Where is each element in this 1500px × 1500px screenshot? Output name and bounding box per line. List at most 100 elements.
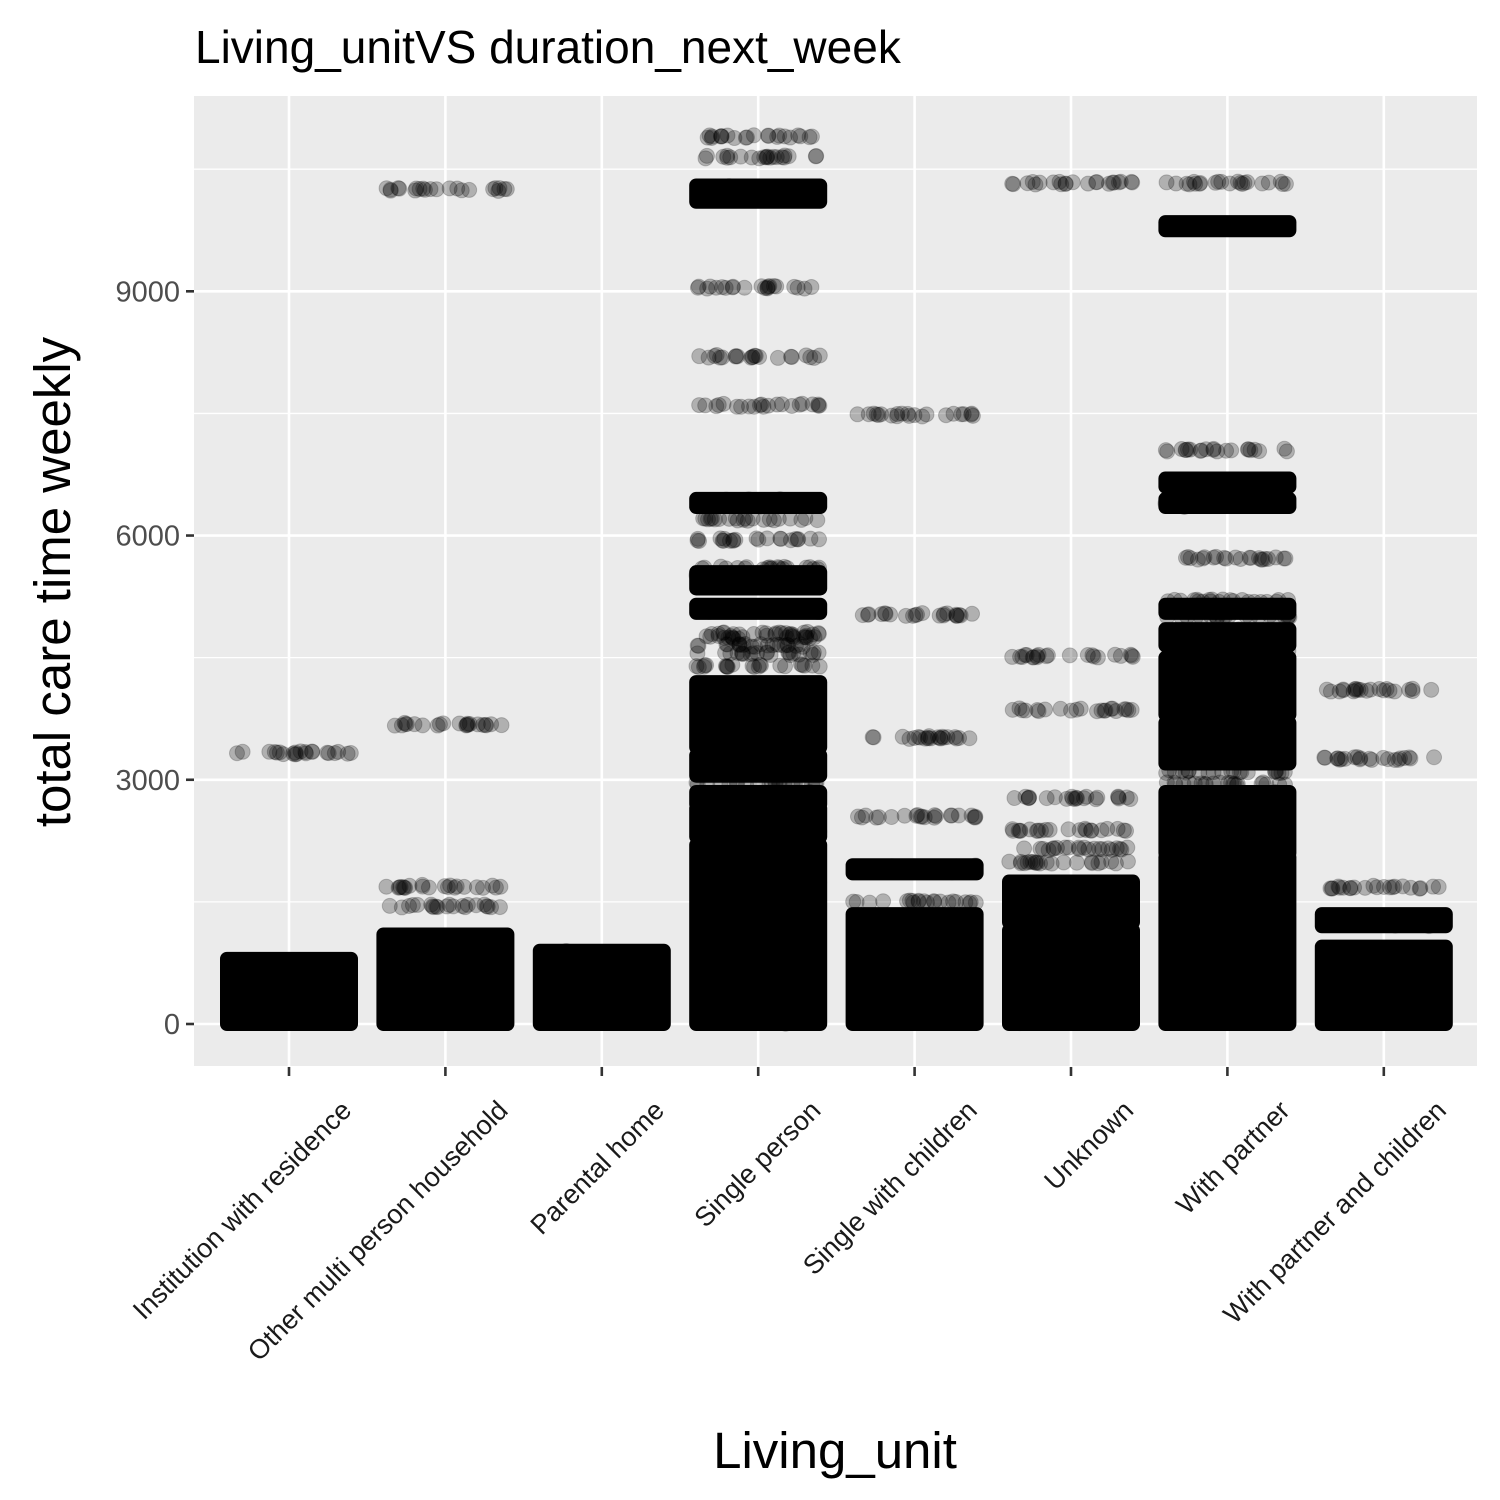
data-point	[1067, 791, 1084, 808]
data-point	[1234, 879, 1251, 896]
data-point	[268, 997, 285, 1014]
data-point	[784, 1006, 801, 1023]
data-point	[1205, 764, 1222, 781]
data-point	[714, 279, 731, 296]
data-point	[1316, 749, 1333, 766]
data-point	[715, 624, 732, 641]
data-point	[1004, 701, 1021, 718]
data-point	[1337, 969, 1354, 986]
data-point	[1261, 803, 1278, 820]
data-point	[562, 963, 579, 980]
data-point	[1273, 764, 1290, 781]
data-point	[769, 349, 786, 366]
data-point	[396, 714, 413, 731]
data-point	[1175, 776, 1192, 793]
data-point	[882, 606, 899, 623]
data-point	[1232, 471, 1249, 488]
data-point	[381, 897, 398, 914]
series-4	[845, 405, 984, 1031]
data-point	[1352, 750, 1369, 767]
data-point	[730, 630, 747, 647]
data-point	[1157, 495, 1174, 512]
data-point	[1010, 946, 1027, 963]
data-point	[764, 637, 781, 654]
data-point	[414, 878, 431, 895]
data-point	[492, 878, 509, 895]
data-point	[810, 397, 827, 414]
data-point	[776, 637, 793, 654]
data-point	[892, 984, 909, 1001]
data-point	[1246, 441, 1263, 458]
data-point	[718, 491, 735, 508]
data-point	[896, 807, 913, 824]
data-point	[425, 899, 442, 916]
data-point	[1024, 881, 1041, 898]
data-point	[1014, 892, 1031, 909]
data-point	[408, 180, 425, 197]
data-point	[935, 607, 952, 624]
data-point	[810, 644, 827, 661]
data-point	[1104, 174, 1121, 191]
data-point	[1245, 862, 1262, 879]
series-0	[220, 743, 359, 1031]
data-point	[916, 862, 933, 879]
data-point	[751, 498, 768, 515]
data-point	[793, 511, 810, 528]
data-point	[948, 607, 965, 624]
data-point	[729, 512, 746, 529]
data-point	[1242, 442, 1259, 459]
data-point	[1119, 853, 1136, 870]
data-point	[776, 147, 793, 164]
data-point	[1179, 441, 1196, 458]
data-point	[1267, 549, 1284, 566]
dense-points	[1158, 471, 1297, 494]
data-point	[690, 941, 707, 958]
data-point	[886, 923, 903, 940]
data-point	[694, 560, 711, 577]
data-point	[1086, 840, 1103, 857]
data-point	[1257, 823, 1274, 840]
data-point	[811, 531, 828, 548]
data-point	[849, 808, 866, 825]
data-point	[798, 629, 815, 646]
data-point	[708, 762, 725, 779]
data-point	[791, 646, 808, 663]
data-point	[961, 730, 978, 747]
data-point	[717, 658, 734, 675]
data-point	[774, 560, 791, 577]
data-point	[925, 950, 942, 967]
data-point	[928, 935, 945, 952]
data-point	[722, 628, 739, 645]
data-point	[731, 626, 748, 643]
data-point	[1221, 175, 1238, 192]
data-point	[717, 577, 734, 594]
data-point	[712, 558, 729, 575]
data-point	[1213, 173, 1230, 190]
data-point	[914, 605, 931, 622]
data-point	[1198, 441, 1215, 458]
data-point	[429, 717, 446, 734]
data-point	[1088, 174, 1105, 191]
data-point	[304, 743, 321, 760]
data-point	[897, 607, 914, 624]
data-point	[795, 758, 812, 775]
data-point	[726, 189, 743, 206]
data-point	[1096, 702, 1113, 719]
data-point	[722, 149, 739, 166]
data-point	[1375, 749, 1392, 766]
data-point	[772, 530, 789, 547]
data-point	[230, 993, 247, 1010]
data-point	[804, 602, 821, 619]
data-point	[1174, 763, 1191, 780]
data-point	[1172, 592, 1189, 609]
data-point	[845, 893, 862, 910]
data-point	[1357, 879, 1374, 896]
data-point	[1118, 789, 1135, 806]
data-point	[1324, 880, 1341, 897]
y-tick-label: 3000	[115, 765, 180, 797]
data-point	[1090, 855, 1107, 872]
data-point	[1267, 763, 1284, 780]
data-point	[484, 877, 501, 894]
data-point	[458, 717, 475, 734]
data-point	[738, 776, 755, 793]
